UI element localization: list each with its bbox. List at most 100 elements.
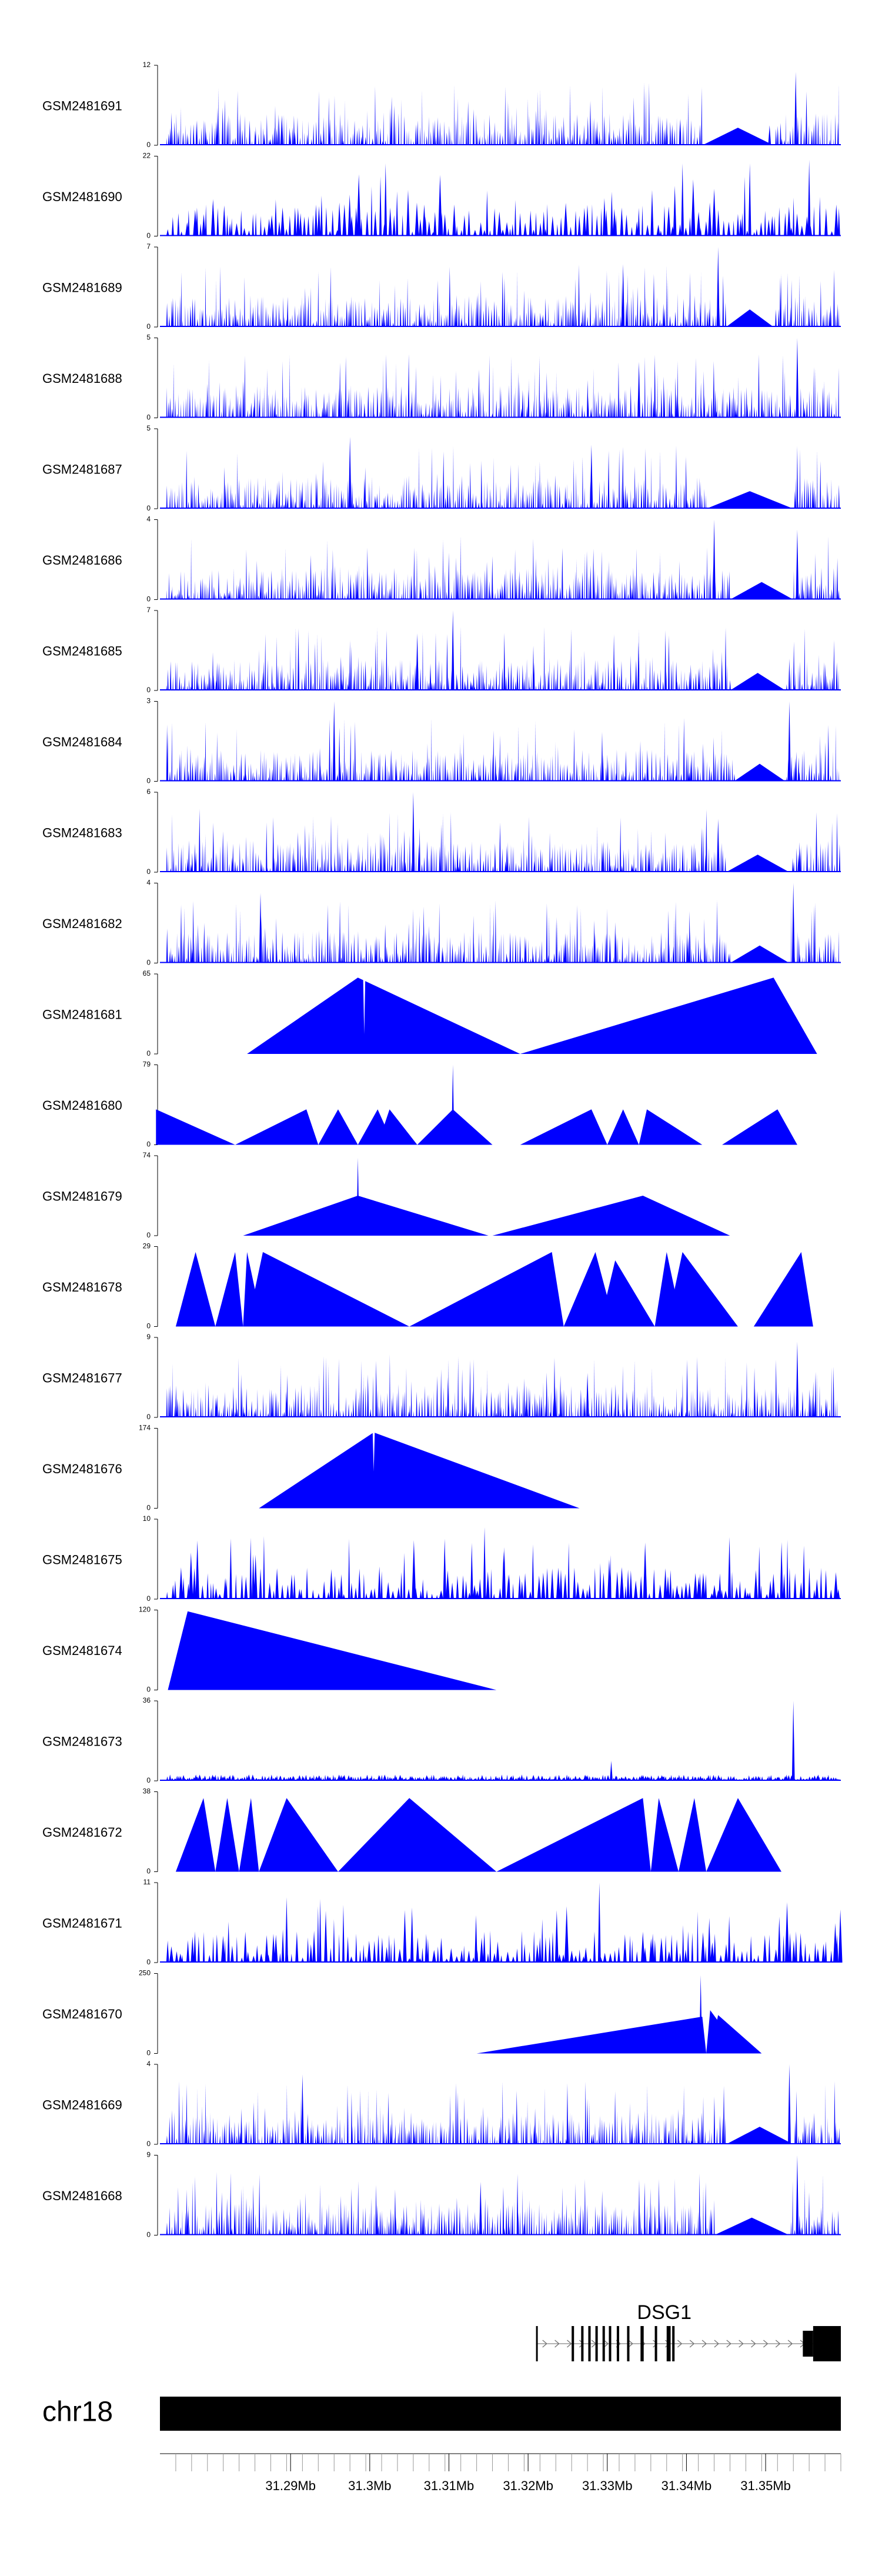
signal-peak	[650, 190, 654, 236]
signal-peak	[308, 953, 309, 963]
signal-peak	[675, 902, 677, 963]
signal-peak	[462, 1575, 465, 1599]
signal-peak	[489, 489, 491, 509]
signal-peak	[532, 229, 536, 236]
signal-peak	[574, 933, 576, 963]
signal-peak	[604, 399, 606, 418]
signal-peak	[449, 389, 450, 418]
signal-peak	[291, 570, 293, 600]
signal-peak	[202, 1399, 203, 1417]
signal-peak	[202, 309, 203, 327]
signal-peak	[413, 548, 415, 600]
signal-peak	[556, 1567, 561, 1599]
signal-peak	[244, 355, 246, 418]
signal-peak	[333, 1576, 336, 1599]
signal-peak	[234, 299, 236, 327]
signal-peak	[338, 944, 339, 963]
signal-peak	[260, 119, 262, 145]
signal-peak	[238, 119, 240, 145]
signal-peak	[482, 230, 486, 236]
signal-peak	[216, 2171, 218, 2235]
signal-peak	[492, 866, 494, 872]
signal-peak	[275, 588, 276, 600]
signal-peak	[260, 1409, 261, 1417]
signal-peak	[266, 1954, 270, 1963]
signal-peak	[507, 752, 509, 782]
signal-peak	[480, 932, 482, 963]
signal-peak	[312, 2125, 314, 2144]
signal-peak	[584, 650, 585, 690]
signal-peak	[641, 1931, 645, 1963]
signal-peak	[250, 2133, 252, 2144]
signal-peak	[186, 745, 188, 782]
signal-peak	[460, 626, 461, 690]
signal-peak	[667, 593, 668, 600]
signal-peak	[609, 865, 612, 872]
signal-peak	[315, 389, 317, 418]
signal-peak	[477, 369, 480, 418]
signal-peak	[729, 571, 730, 600]
signal-peak	[255, 1408, 257, 1417]
signal-peak	[448, 552, 450, 600]
signal-peak	[824, 313, 826, 327]
signal-peak	[699, 2127, 701, 2144]
signal-peak	[699, 579, 700, 600]
signal-peak	[435, 392, 436, 418]
signal-peak	[720, 1409, 722, 1417]
signal-peak	[275, 860, 277, 872]
signal-peak	[337, 1587, 340, 1599]
signal-peak	[815, 1579, 819, 1599]
signal-peak	[725, 1358, 726, 1417]
signal-peak	[269, 2129, 271, 2144]
signal-peak	[633, 2208, 635, 2235]
signal-peak	[835, 314, 837, 327]
signal-peak	[500, 229, 505, 236]
signal-peak	[212, 2117, 215, 2144]
signal-peak	[350, 385, 352, 418]
signal-peak	[633, 1580, 638, 1599]
track-label: GSM2481683	[42, 826, 122, 840]
signal-peak	[210, 1583, 212, 1599]
signal-peak	[218, 1409, 219, 1417]
signal-peak	[222, 107, 224, 145]
signal-peak	[436, 473, 438, 509]
signal-peak	[410, 773, 412, 782]
signal-peak	[820, 1568, 823, 1599]
signal-peak	[700, 228, 702, 236]
signal-peak	[395, 665, 397, 690]
signal-peak	[492, 2216, 493, 2235]
signal-peak	[536, 2131, 537, 2144]
signal-peak	[182, 1389, 185, 1417]
signal-peak	[556, 372, 557, 418]
signal-peak	[178, 1776, 181, 1781]
signal-peak	[576, 905, 578, 963]
signal-peak	[642, 956, 644, 963]
signal-peak	[480, 387, 482, 418]
signal-peak	[208, 1955, 211, 1963]
signal-peak	[373, 307, 376, 327]
signal-peak	[486, 1953, 490, 1963]
signal-peak	[369, 316, 371, 327]
signal-peak	[316, 320, 318, 327]
signal-peak	[428, 492, 430, 509]
signal-peak	[730, 673, 786, 690]
signal-peak	[656, 224, 660, 236]
signal-peak	[603, 1402, 605, 1417]
signal-peak	[397, 305, 398, 327]
signal-peak	[624, 390, 626, 418]
signal-peak	[684, 577, 686, 600]
signal-peak	[804, 296, 806, 327]
signal-peak	[258, 2174, 260, 2235]
signal-peak	[437, 117, 439, 145]
signal-peak	[429, 403, 430, 418]
signal-baseline	[160, 144, 841, 145]
signal-peak	[300, 304, 302, 327]
signal-peak	[334, 95, 335, 145]
signal-peak	[443, 1776, 446, 1781]
signal-peak	[586, 843, 587, 872]
signal-peak	[362, 321, 363, 327]
signal-peak	[364, 298, 366, 327]
signal-peak	[831, 589, 833, 600]
signal-peak	[214, 496, 215, 509]
signal-peak	[352, 1399, 355, 1417]
